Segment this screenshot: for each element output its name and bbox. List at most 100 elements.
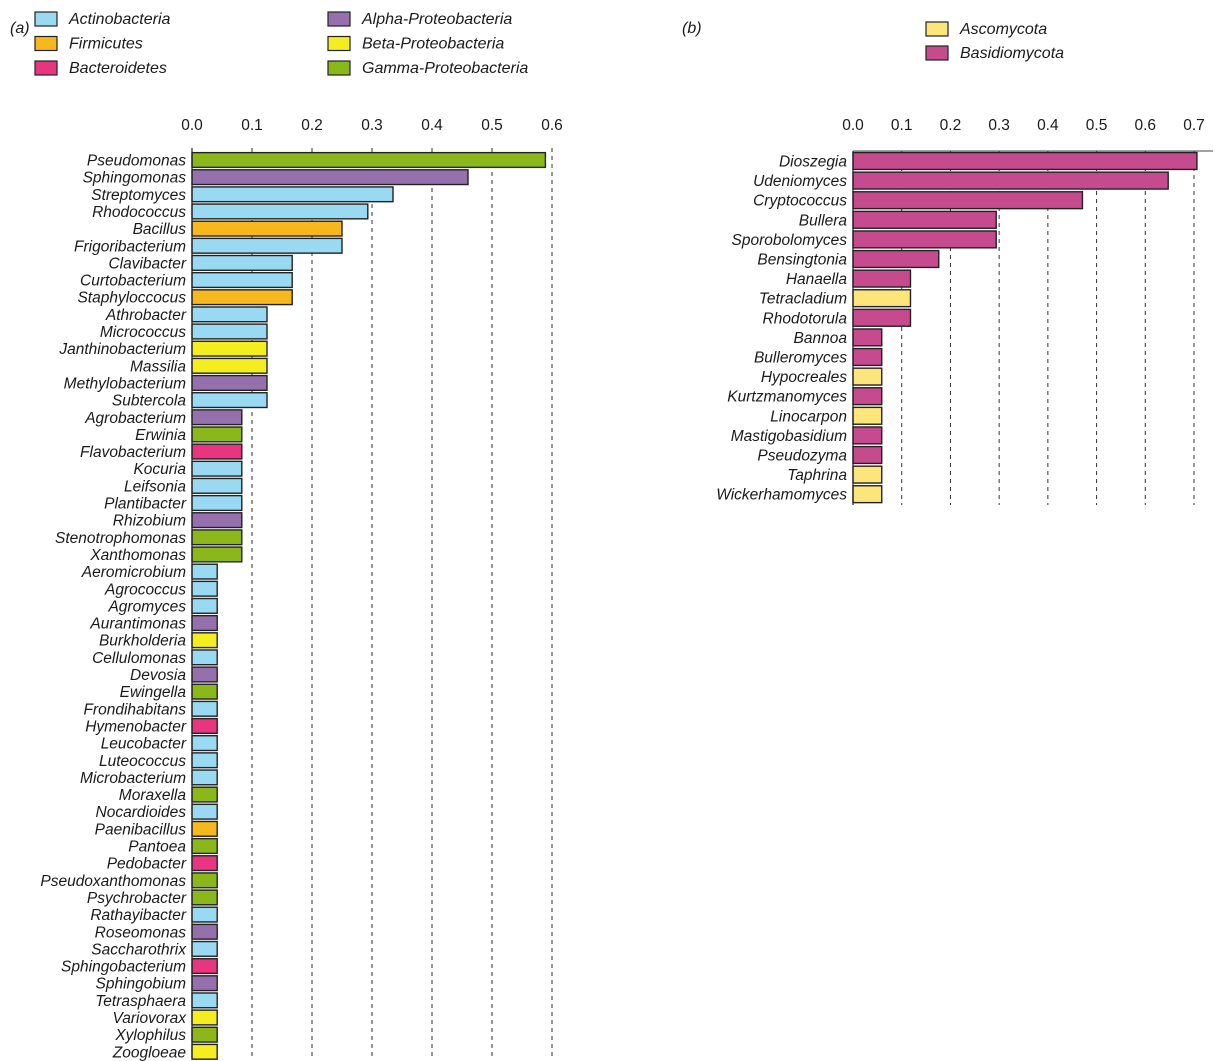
bar-sporobolomyces <box>852 230 997 249</box>
bar-sphingobacterium <box>191 957 218 975</box>
bar-roseomonas <box>191 923 218 940</box>
bar-hypocreales <box>852 367 883 386</box>
category-label-tetracladium: Tetracladium <box>759 291 847 308</box>
category-label-agromyces: Agromyces <box>107 598 186 615</box>
legend-label-basidiomycota: Basidiomycota <box>960 45 1064 62</box>
category-label-ewingella: Ewingella <box>120 684 187 701</box>
category-label-wickerhamomyces: Wickerhamomyces <box>716 487 847 504</box>
legend-swatch-firmicutes <box>34 35 58 52</box>
bar-sphingomonas <box>191 169 469 186</box>
category-label-roseomonas: Roseomonas <box>95 924 187 941</box>
bar-rhodococcus <box>191 203 369 220</box>
bar-leucobacter <box>191 735 218 752</box>
legend-label-alpha-proteobacteria: Alpha-Proteobacteria <box>361 11 512 28</box>
bar-hanaella <box>852 269 912 288</box>
grid-a <box>251 148 553 1058</box>
bars-a <box>191 148 547 1060</box>
bar-tetrasphaera <box>191 992 218 1009</box>
x-tick-label: 0.0 <box>181 117 203 134</box>
bar-agromyces <box>191 597 218 614</box>
category-label-devosia: Devosia <box>130 667 186 684</box>
bar-bannoa <box>852 328 883 347</box>
chart-panel-a: (a) Actinobacteria Firmicutes Bacteroidete… <box>10 11 563 1061</box>
legend-swatch-alpha-proteobacteria <box>327 11 351 27</box>
bar-massilia <box>191 357 268 374</box>
x-tick-label: 0.6 <box>1135 117 1157 134</box>
bar-wickerhamomyces <box>852 485 883 504</box>
category-label-zoogloeae: Zoogloeae <box>112 1044 187 1061</box>
x-axis-ticks-a: 0.0 0.1 0.2 0.3 0.4 0.5 0.6 <box>181 117 563 134</box>
category-label-taphrina: Taphrina <box>787 467 847 484</box>
legend-a: Actinobacteria Firmicutes Bacteroidetes Alp… <box>34 11 528 77</box>
category-label-rathayibacter: Rathayibacter <box>90 907 186 924</box>
category-label-micrococcus: Micrococcus <box>100 324 186 341</box>
x-tick-label: 0.3 <box>361 117 383 134</box>
bar-kurtzmanomyces <box>852 387 883 406</box>
category-label-xylophilus: Xylophilus <box>114 1027 186 1044</box>
bar-rhizobium <box>191 512 243 529</box>
bar-flavobacterium <box>191 443 243 460</box>
x-tick-label: 0.0 <box>842 117 864 134</box>
bar-sphingobium <box>191 975 218 992</box>
bar-staphyloccocus <box>191 289 293 306</box>
category-label-plantibacter: Plantibacter <box>104 496 187 513</box>
category-label-bensingtonia: Bensingtonia <box>757 252 847 269</box>
bar-erwinia <box>191 426 243 443</box>
bar-plantibacter <box>191 494 243 512</box>
legend-label-beta-proteobacteria: Beta-Proteobacteria <box>362 36 504 53</box>
legend-label-gamma-proteobacteria: Gamma-Proteobacteria <box>362 60 528 77</box>
bar-pedobacter <box>191 855 218 872</box>
category-label-pedobacter: Pedobacter <box>107 856 187 873</box>
bar-bensingtonia <box>852 249 940 269</box>
bar-cryptococcus <box>852 191 1084 210</box>
x-tick-label: 0.2 <box>940 117 962 134</box>
bar-micrococcus <box>191 323 268 340</box>
bar-bullera <box>852 210 997 229</box>
category-label-paenibacillus: Paenibacillus <box>95 821 187 838</box>
bar-agrobacterium <box>191 409 243 426</box>
category-label-dioszegia: Dioszegia <box>779 154 847 171</box>
category-label-streptomyces: Streptomyces <box>91 187 186 204</box>
category-label-leifsonia: Leifsonia <box>124 478 186 495</box>
category-label-bannoa: Bannoa <box>794 330 848 347</box>
legend-swatch-beta-proteobacteria <box>327 35 351 52</box>
category-label-rhizobium: Rhizobium <box>113 513 186 530</box>
bar-subtercola <box>191 392 268 409</box>
category-label-agrococcus: Agrococcus <box>104 581 186 598</box>
bar-variovorax <box>191 1009 218 1026</box>
category-label-nocardioides: Nocardioides <box>96 804 187 821</box>
category-label-pseudomonas: Pseudomonas <box>87 153 186 170</box>
category-label-pseudozyma: Pseudozyma <box>757 448 847 465</box>
category-label-variovorax: Variovorax <box>112 1010 187 1027</box>
category-label-sphingomonas: Sphingomonas <box>83 170 187 187</box>
bar-xanthomonas <box>191 546 243 563</box>
category-label-saccharothrix: Saccharothrix <box>91 941 187 958</box>
bar-streptomyces <box>191 186 394 203</box>
category-label-xanthomonas: Xanthomonas <box>89 547 186 564</box>
bar-bulleromyces <box>852 347 883 367</box>
bar-hymenobacter <box>191 717 218 735</box>
category-label-hanaella: Hanaella <box>786 271 848 288</box>
bar-pseudoxanthomonas <box>191 872 218 889</box>
category-label-psychrobacter: Psychrobacter <box>87 890 187 907</box>
bar-paenibacillus <box>191 820 218 837</box>
bar-psychrobacter <box>191 889 218 906</box>
bar-burkholderia <box>191 632 218 649</box>
legend-swatch-gamma-proteobacteria <box>327 60 351 76</box>
bar-stenotrophomonas <box>191 529 243 546</box>
category-label-methylobacterium: Methylobacterium <box>64 375 186 392</box>
bar-mastigobasidium <box>852 426 883 445</box>
bar-moraxella <box>191 786 218 803</box>
bar-bacillus <box>191 220 343 237</box>
category-label-mastigobasidium: Mastigobasidium <box>731 428 847 445</box>
bar-cellulomonas <box>191 649 218 666</box>
x-axis-ticks-b: 0.0 0.1 0.2 0.3 0.4 0.5 0.6 0.7 <box>842 117 1205 134</box>
bar-luteococcus <box>191 752 218 769</box>
category-label-kurtzmanomyces: Kurtzmanomyces <box>727 389 847 406</box>
bar-zoogloeae <box>191 1043 218 1060</box>
category-label-microbacterium: Microbacterium <box>80 770 186 787</box>
legend-label-bacteroidetes: Bacteroidetes <box>69 60 167 77</box>
category-label-burkholderia: Burkholderia <box>99 633 186 650</box>
legend-label-firmicutes: Firmicutes <box>69 36 143 53</box>
bar-kocuria <box>191 460 243 477</box>
